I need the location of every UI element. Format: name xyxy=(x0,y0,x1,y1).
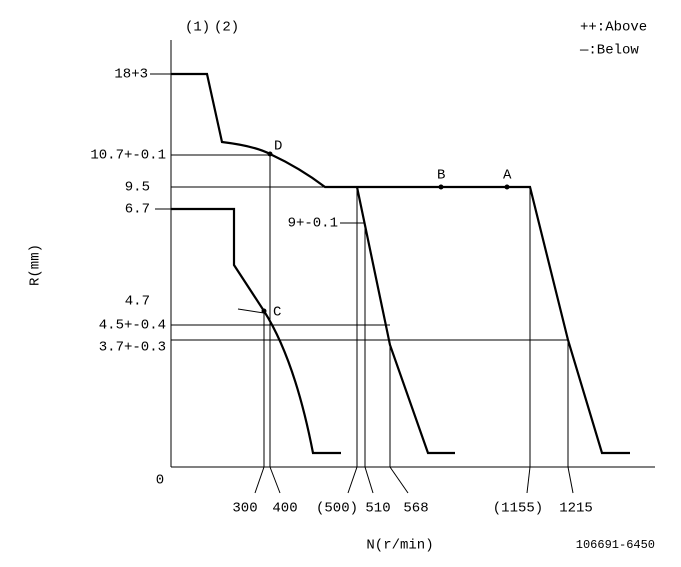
point xyxy=(504,184,510,190)
n-label: 510 xyxy=(365,501,390,517)
marker: (2) xyxy=(214,20,239,36)
middle-curve xyxy=(355,186,455,455)
y-title: R(mm) xyxy=(28,244,44,286)
n-label: (1155) xyxy=(493,501,543,517)
n-label: 568 xyxy=(403,501,428,517)
leader xyxy=(254,466,265,494)
point-label: D xyxy=(274,139,282,155)
r-label: 6.7 xyxy=(125,202,150,218)
r-label: 18+3 xyxy=(114,67,148,83)
leader xyxy=(347,466,358,494)
r-label: 4.5+-0.4 xyxy=(99,318,166,334)
n-label: 400 xyxy=(272,501,297,517)
point-label: A xyxy=(503,168,512,184)
point xyxy=(261,308,267,314)
origin-label: 0 xyxy=(156,473,164,489)
n-label: 300 xyxy=(232,501,257,517)
r-label: 4.7 xyxy=(125,294,150,310)
r-label: 9+-0.1 xyxy=(288,216,338,232)
x-title: N(r/min) xyxy=(366,538,433,554)
r-label: 10.7+-0.1 xyxy=(90,148,166,164)
point xyxy=(267,151,273,157)
leader xyxy=(269,466,281,494)
drawing-number: 106691-6450 xyxy=(576,538,655,552)
lower-curve xyxy=(171,207,341,455)
point xyxy=(438,184,444,190)
point-label: C xyxy=(273,305,281,321)
n-label: (500) xyxy=(316,501,358,517)
leader xyxy=(364,466,374,494)
r-label: 3.7+-0.3 xyxy=(99,340,166,356)
n-label: 1215 xyxy=(559,501,593,517)
leader xyxy=(567,466,574,494)
upper-curve xyxy=(171,72,630,455)
leader xyxy=(237,308,265,314)
legend-entry: ++:Above xyxy=(580,20,647,36)
reference-lines xyxy=(150,73,574,494)
r-label: 9.5 xyxy=(125,180,150,196)
legend-entry: —:Below xyxy=(579,43,639,59)
leader xyxy=(526,466,531,494)
point-label: B xyxy=(437,168,445,184)
marker: (1) xyxy=(185,20,210,36)
leader xyxy=(389,466,409,494)
